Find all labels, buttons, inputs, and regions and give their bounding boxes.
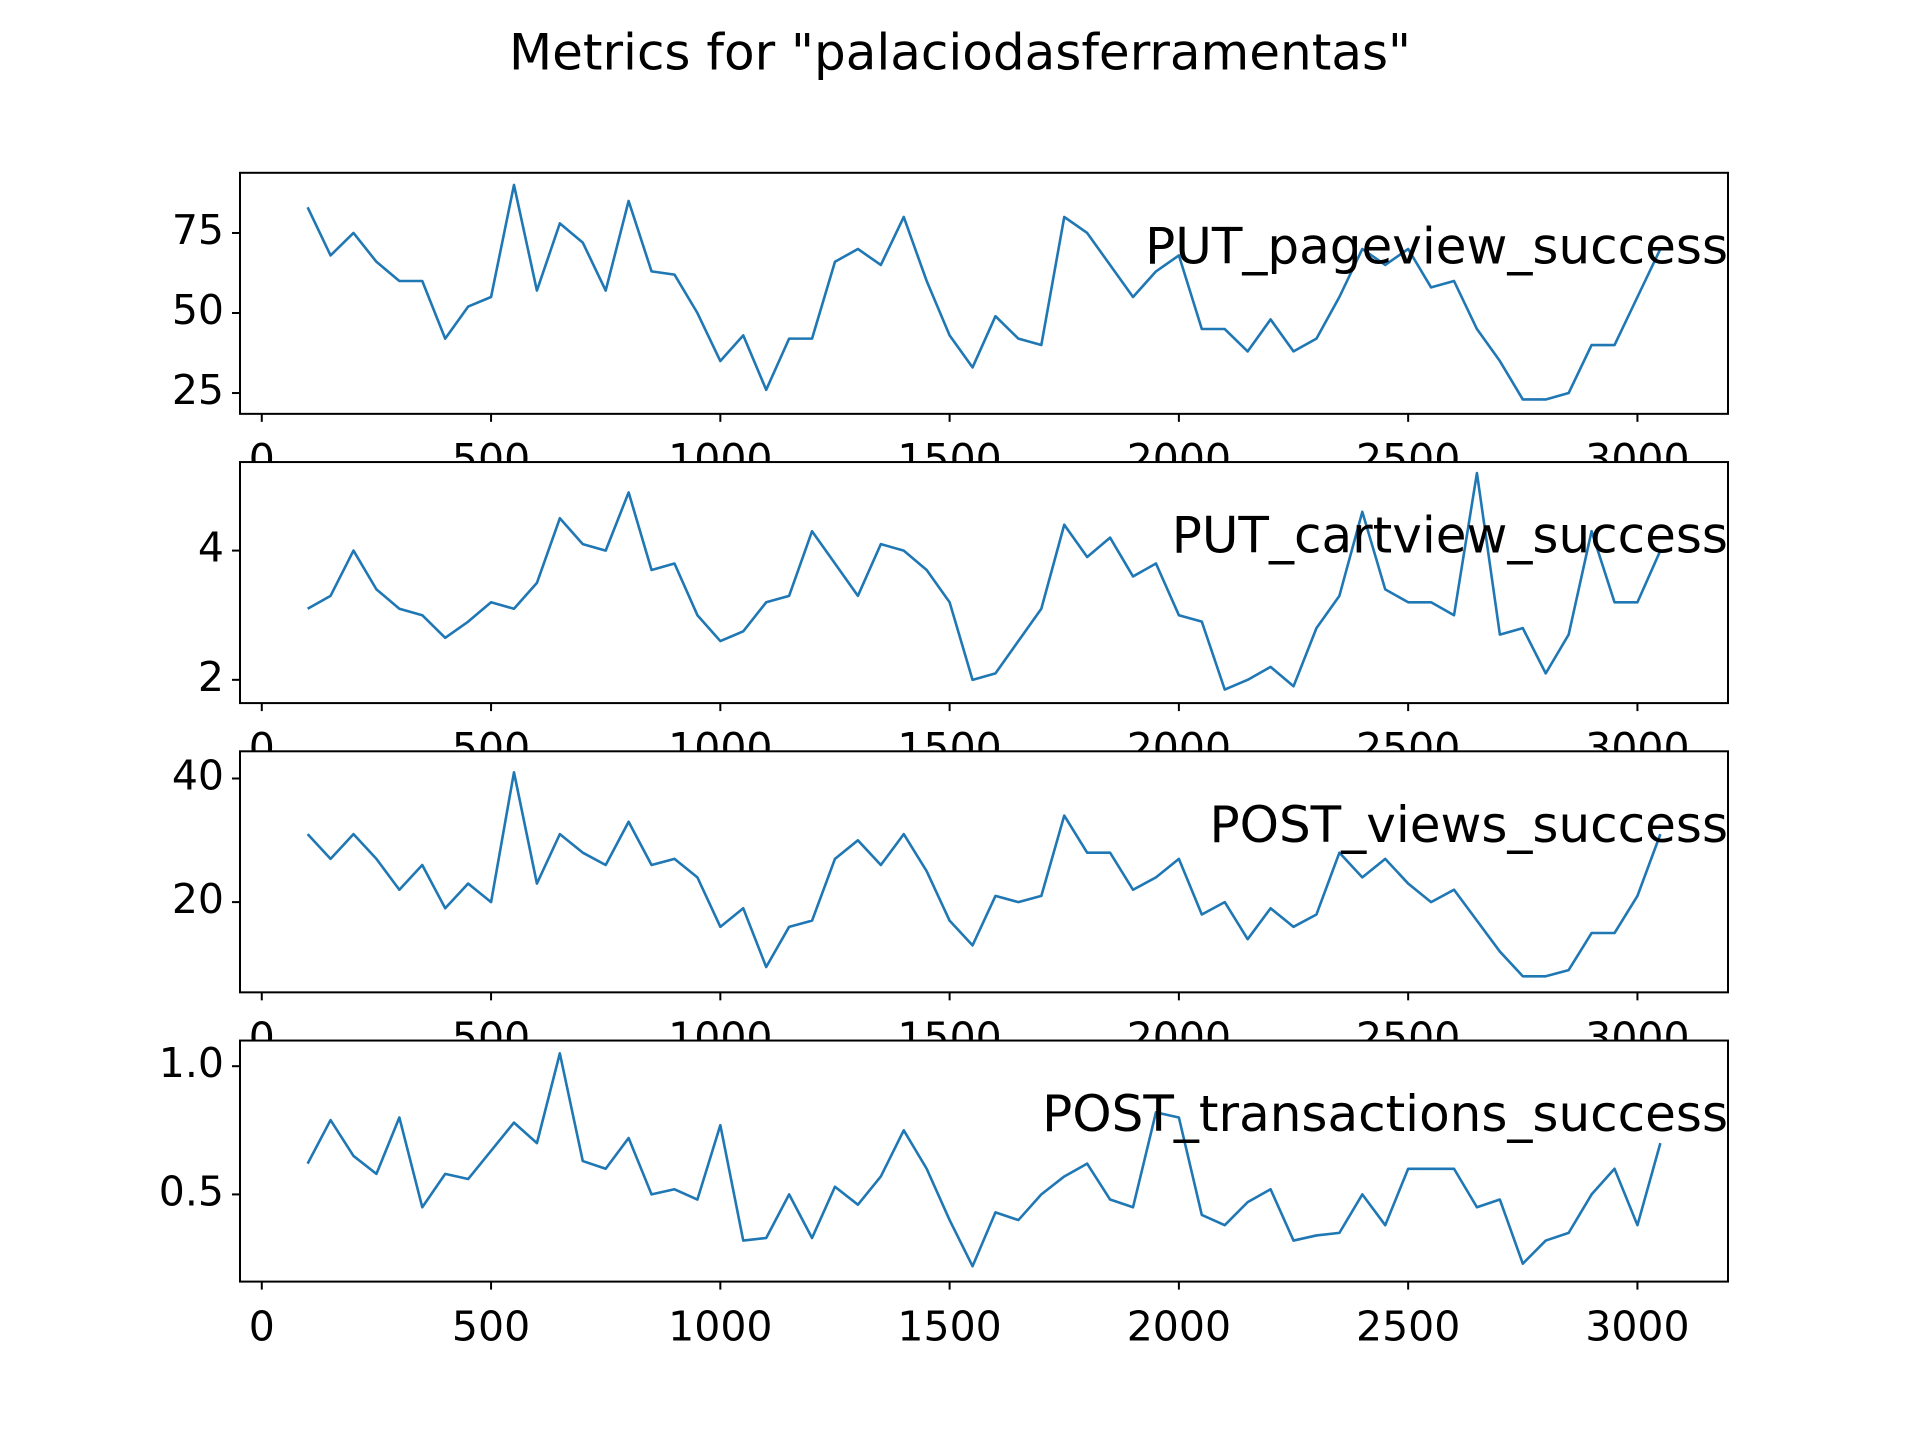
y-tick-label: 20 [172, 875, 224, 923]
axes-background [240, 462, 1728, 704]
subplot: 0.5 1.0 0 500 1000 1500 2000 2500 3000 POST_trans… [159, 1039, 1729, 1351]
y-tick-label: 4 [198, 524, 224, 572]
y-tick-label: 50 [172, 286, 224, 334]
series-annotation: POST_transactions_success [1042, 1085, 1728, 1143]
series-line [306, 771, 1662, 978]
y-tick-label: 40 [172, 751, 224, 799]
y-tick-label: 1.0 [159, 1039, 224, 1087]
series-line [307, 471, 1662, 691]
axes-background [240, 172, 1728, 414]
y-tick-label: 2 [198, 653, 224, 701]
series-line [306, 183, 1662, 401]
x-tick-label: 0 [249, 1303, 275, 1351]
axes-frame [239, 171, 1729, 415]
x-tick-label: 2500 [1356, 1303, 1460, 1351]
x-tick-label: 1000 [668, 1303, 772, 1351]
series-annotation: PUT_pageview_success [1145, 217, 1728, 275]
series-annotation: POST_views_success [1209, 796, 1728, 854]
axes-frame [239, 1039, 1729, 1283]
x-tick-label: 2000 [1127, 1303, 1231, 1351]
y-tick-label: 75 [172, 206, 224, 254]
x-tick-label: 1500 [897, 1303, 1001, 1351]
axes-frame [239, 461, 1729, 705]
x-tick-label: 3000 [1585, 1303, 1689, 1351]
y-tick-label: 0.5 [159, 1167, 224, 1215]
axes-background [240, 751, 1728, 993]
x-tick-label: 500 [452, 1303, 530, 1351]
figure-title: Metrics for "palaciodasferramentas" [509, 24, 1411, 82]
y-tick-label: 25 [172, 366, 224, 414]
axes-frame [239, 750, 1729, 994]
series-annotation: PUT_cartview_success [1172, 507, 1728, 565]
series-line [306, 1052, 1662, 1268]
axes-background [240, 1040, 1728, 1282]
